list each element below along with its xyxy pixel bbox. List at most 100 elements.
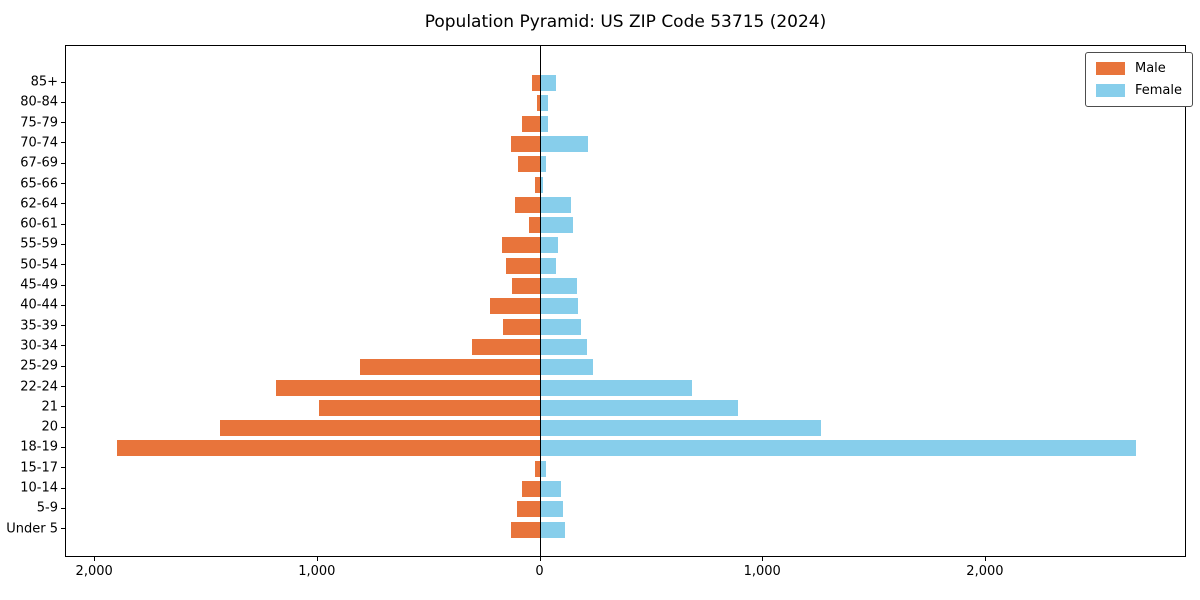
bar-female-22-24 — [540, 379, 693, 396]
y-tick-label-15-17: 15-17 — [20, 460, 58, 476]
y-tick-label-55-59: 55-59 — [20, 236, 58, 252]
y-tick-label-20: 20 — [41, 419, 58, 435]
y-tick-label-50-54: 50-54 — [20, 257, 58, 273]
bar-female-50-54 — [540, 257, 557, 274]
bar-female-20 — [540, 420, 821, 437]
bar-male-70-74 — [511, 135, 541, 152]
bar-male-67-69 — [518, 156, 541, 173]
y-tick-mark — [61, 426, 65, 428]
y-tick-label-21: 21 — [41, 399, 58, 415]
y-tick-label-40-44: 40-44 — [20, 297, 58, 313]
y-tick-label-5-9: 5-9 — [36, 500, 58, 516]
x-tick-label: 1,000 — [298, 564, 336, 579]
y-tick-mark — [61, 406, 65, 408]
bar-female-35-39 — [540, 318, 581, 335]
y-tick-mark — [61, 142, 65, 144]
bar-male-22-24 — [275, 379, 541, 396]
x-tick-label: 2,000 — [966, 564, 1004, 579]
y-tick-mark — [61, 81, 65, 83]
y-tick-label-65-66: 65-66 — [20, 176, 58, 191]
y-tick-label-75-79: 75-79 — [20, 115, 58, 131]
y-tick-mark — [61, 528, 65, 530]
y-tick-label-67-69: 67-69 — [20, 155, 58, 171]
bar-female-40-44 — [540, 298, 579, 315]
x-tick-mark — [94, 557, 96, 561]
y-tick-mark — [61, 467, 65, 469]
y-tick-mark — [61, 507, 65, 509]
bar-female-10-14 — [540, 481, 562, 497]
y-tick-label-62-64: 62-64 — [20, 196, 58, 212]
zero-axis-line — [539, 46, 542, 556]
bar-female-Under 5 — [540, 521, 566, 538]
bar-male-20 — [220, 420, 541, 437]
y-tick-mark — [61, 183, 65, 184]
bar-male-50-54 — [506, 257, 541, 274]
y-tick-label-70-74: 70-74 — [20, 135, 58, 151]
y-tick-label-18-19: 18-19 — [20, 439, 58, 455]
bar-male-85+ — [532, 75, 541, 91]
y-tick-mark — [61, 243, 65, 245]
bar-male-60-61 — [528, 217, 541, 234]
bar-male-21 — [319, 399, 541, 416]
y-tick-mark — [61, 487, 65, 489]
y-tick-label-80-84: 80-84 — [20, 94, 58, 110]
legend-item-male: Male — [1096, 61, 1182, 76]
legend-item-female: Female — [1096, 83, 1182, 98]
bar-female-60-61 — [540, 217, 573, 234]
x-tick-mark — [984, 557, 986, 561]
bar-male-75-79 — [522, 115, 541, 132]
y-tick-label-25-29: 25-29 — [20, 358, 58, 374]
bar-female-25-29 — [540, 359, 593, 376]
y-tick-label-22-24: 22-24 — [20, 379, 58, 394]
y-tick-label-85+: 85+ — [30, 74, 58, 90]
bar-female-67-69 — [540, 156, 547, 173]
bar-male-40-44 — [490, 298, 541, 315]
y-tick-mark — [61, 365, 65, 367]
x-tick-mark — [316, 557, 318, 561]
legend-swatch-male-icon — [1096, 62, 1125, 75]
bar-male-65-66 — [534, 176, 541, 193]
y-tick-mark — [61, 162, 65, 164]
bar-male-5-9 — [517, 501, 541, 518]
y-tick-mark — [61, 345, 65, 347]
x-tick-mark — [539, 557, 541, 561]
y-tick-mark — [61, 101, 65, 103]
legend-label: Male — [1135, 61, 1166, 76]
bar-male-25-29 — [359, 359, 541, 376]
y-tick-mark — [61, 304, 65, 306]
x-tick-label: 2,000 — [75, 564, 113, 579]
bar-male-55-59 — [502, 237, 541, 254]
y-tick-mark — [61, 203, 65, 205]
legend: Male Female — [1085, 52, 1194, 107]
y-tick-mark — [61, 446, 65, 448]
y-tick-label-60-61: 60-61 — [20, 216, 58, 232]
bar-female-45-49 — [540, 278, 578, 294]
bar-female-62-64 — [540, 196, 572, 213]
bar-female-15-17 — [540, 460, 547, 477]
bar-female-18-19 — [540, 440, 1136, 457]
y-tick-mark — [61, 325, 65, 327]
x-tick-mark — [762, 557, 764, 561]
bar-female-65-66 — [540, 176, 544, 193]
bar-female-5-9 — [540, 501, 563, 518]
bar-male-10-14 — [521, 481, 541, 497]
bar-female-21 — [540, 399, 739, 416]
chart-title: Population Pyramid: US ZIP Code 53715 (2… — [424, 12, 827, 32]
plot-area — [65, 45, 1186, 557]
y-tick-mark — [61, 264, 65, 266]
legend-label: Female — [1135, 83, 1183, 98]
bar-male-45-49 — [512, 278, 541, 294]
y-tick-mark — [61, 386, 65, 387]
y-tick-label-45-49: 45-49 — [20, 277, 58, 293]
bar-male-18-19 — [116, 440, 541, 457]
bar-male-15-17 — [534, 460, 541, 477]
bar-female-55-59 — [540, 237, 559, 254]
bar-female-70-74 — [540, 135, 588, 152]
y-tick-mark — [61, 284, 65, 286]
bar-female-30-34 — [540, 338, 588, 355]
y-tick-label-35-39: 35-39 — [20, 318, 58, 334]
x-tick-label: 1,000 — [743, 564, 781, 579]
bar-male-35-39 — [503, 318, 541, 335]
bar-male-62-64 — [514, 196, 541, 213]
